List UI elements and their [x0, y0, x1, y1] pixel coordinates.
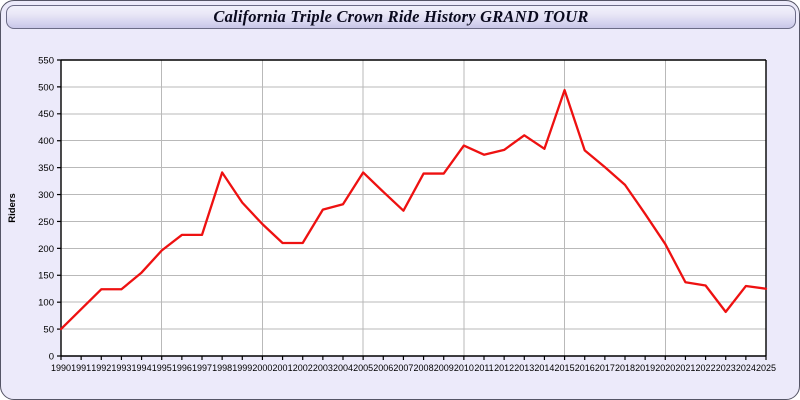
- y-tick-label: 350: [38, 163, 54, 174]
- x-tick-label: 2017: [595, 363, 615, 373]
- x-tick-label: 1998: [212, 363, 232, 373]
- x-tick-label: 2021: [675, 363, 695, 373]
- y-tick-label: 50: [43, 324, 54, 335]
- x-tick-label: 1990: [51, 363, 71, 373]
- x-tick-label: 2009: [434, 363, 454, 373]
- y-tick-label: 200: [38, 244, 54, 255]
- x-tick-label: 2014: [534, 363, 554, 373]
- x-tick-label: 2011: [474, 363, 493, 373]
- series-line-riders: [59, 88, 768, 331]
- x-tick-label: 2022: [696, 363, 716, 373]
- y-tick-label: 150: [38, 271, 54, 282]
- x-tick-label: 2020: [655, 363, 675, 373]
- y-tick-label: 400: [38, 136, 54, 147]
- x-tick-label: 2018: [615, 363, 635, 373]
- x-tick-label: 2012: [494, 363, 514, 373]
- y-axis-label: Riders: [7, 193, 18, 223]
- x-tick-label: 1999: [232, 363, 252, 373]
- x-tick-label: 1993: [111, 363, 131, 373]
- y-tick-label: 0: [49, 351, 54, 362]
- x-tick-label: 2023: [716, 363, 736, 373]
- x-axis-ticks: 1990 1991 1992 1993 1994 1995 1996 1997 1998 1999…: [51, 356, 776, 373]
- y-tick-label: 100: [38, 298, 54, 309]
- x-tick-label: 2007: [393, 363, 413, 373]
- x-tick-label: 2006: [373, 363, 393, 373]
- riders-series: [59, 88, 768, 331]
- x-tick-label: 2013: [514, 363, 534, 373]
- x-tick-label: 1991: [71, 363, 91, 373]
- y-axis-ticks: 0 50 100 150 200 250 300 350 400 450 500 550: [38, 55, 61, 362]
- x-tick-label: 2024: [736, 363, 756, 373]
- x-tick-label: 2001: [273, 363, 293, 373]
- x-tick-label: 2019: [635, 363, 655, 373]
- plot-area: 0 50 100 150 200 250 300 350 400 450 500 550 1990 19…: [1, 31, 799, 397]
- y-tick-label: 550: [38, 55, 54, 66]
- gridlines: [61, 60, 767, 356]
- chart-title-bar: California Triple Crown Ride History GRA…: [6, 5, 796, 29]
- x-tick-label: 2015: [555, 363, 575, 373]
- x-tick-label: 2008: [414, 363, 434, 373]
- x-tick-label: 1994: [132, 363, 152, 373]
- y-tick-label: 450: [38, 109, 54, 120]
- x-tick-label: 2003: [313, 363, 333, 373]
- y-tick-label: 250: [38, 217, 54, 228]
- page-title: California Triple Crown Ride History GRA…: [213, 7, 589, 26]
- x-tick-label: 2016: [575, 363, 595, 373]
- plot-background: [61, 60, 766, 356]
- axis-lines: [60, 59, 767, 357]
- x-tick-label: 2002: [293, 363, 313, 373]
- y-axis-title: Riders: [7, 193, 18, 223]
- y-tick-label: 500: [38, 82, 54, 93]
- x-tick-label: 1995: [152, 363, 172, 373]
- x-tick-label: 1992: [91, 363, 111, 373]
- x-tick-label: 2004: [333, 363, 353, 373]
- x-tick-label: 1996: [172, 363, 192, 373]
- x-tick-label: 1997: [192, 363, 212, 373]
- y-tick-label: 300: [38, 190, 54, 201]
- x-tick-label: 2025: [756, 363, 776, 373]
- x-tick-label: 2000: [252, 363, 272, 373]
- x-tick-label: 2010: [454, 363, 474, 373]
- x-tick-label: 2005: [353, 363, 373, 373]
